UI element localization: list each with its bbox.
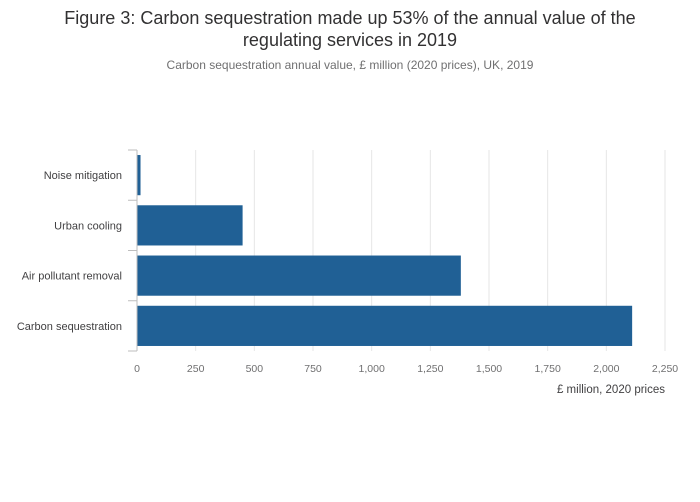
bar[interactable] <box>137 155 141 196</box>
x-tick-label: 1,500 <box>476 363 502 375</box>
labels: 0 250 500 750 1,000 1,250 1,500 1,750 2,000 2,250… <box>17 170 678 396</box>
x-tick-label: 250 <box>187 363 205 375</box>
x-tick-label: 750 <box>304 363 322 375</box>
axes <box>128 149 138 352</box>
category-label: Air pollutant removal <box>22 271 122 283</box>
chart-subtitle: Carbon sequestration annual value, £ mil… <box>166 58 534 72</box>
bars <box>137 155 633 346</box>
chart-title-line-2: regulating services in 2019 <box>242 30 458 50</box>
x-tick-label: 2,250 <box>652 363 678 375</box>
category-label: Noise mitigation <box>44 170 122 182</box>
x-tick-label: 2,000 <box>593 363 619 375</box>
bar[interactable] <box>137 205 243 246</box>
chart-title-line-1: Figure 3: Carbon sequestration made up 5… <box>64 8 636 28</box>
x-axis-title: £ million, 2020 prices <box>557 384 665 396</box>
x-tick-label: 1,750 <box>535 363 561 375</box>
x-tick-label: 1,250 <box>417 363 443 375</box>
x-tick-label: 0 <box>134 363 140 375</box>
category-label: Carbon sequestration <box>17 321 122 333</box>
x-tick-label: 500 <box>246 363 264 375</box>
x-tick-label: 1,000 <box>359 363 385 375</box>
category-label: Urban cooling <box>54 220 122 232</box>
bar[interactable] <box>137 255 461 296</box>
chart-title: Figure 3: Carbon sequestration made up 5… <box>0 7 700 51</box>
bar[interactable] <box>137 305 633 346</box>
